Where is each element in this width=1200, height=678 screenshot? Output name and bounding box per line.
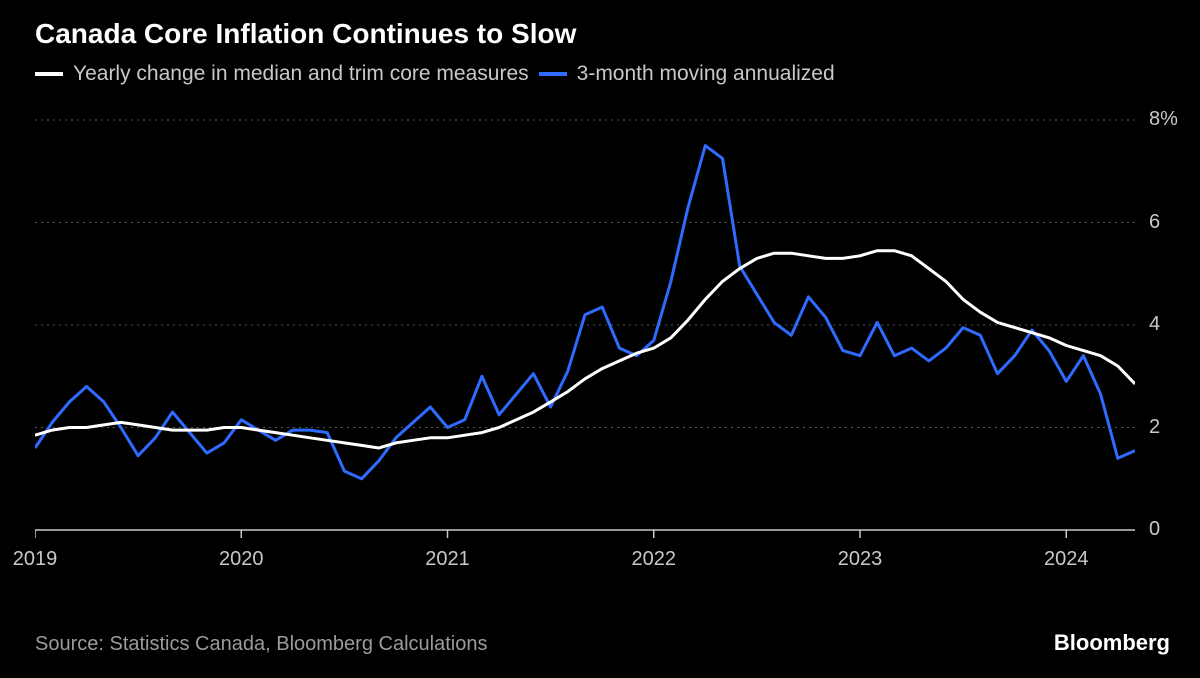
- series-line-yearly: [35, 251, 1135, 448]
- y-tick-label: 2: [1149, 416, 1160, 439]
- legend-swatch-series1: [35, 72, 63, 76]
- legend-swatch-series2: [539, 72, 567, 76]
- y-tick-label: 8%: [1149, 108, 1178, 131]
- chart-title: Canada Core Inflation Continues to Slow: [35, 18, 576, 50]
- x-tick-label: 2022: [632, 548, 677, 571]
- x-tick-label: 2023: [838, 548, 883, 571]
- legend: Yearly change in median and trim core me…: [35, 62, 835, 86]
- legend-label-series1: Yearly change in median and trim core me…: [73, 62, 529, 86]
- y-tick-label: 6: [1149, 211, 1160, 234]
- chart-plot: [35, 110, 1135, 540]
- chart-container: { "title": "Canada Core Inflation Contin…: [0, 0, 1200, 678]
- x-tick-label: 2020: [219, 548, 264, 571]
- x-tick-label: 2024: [1044, 548, 1089, 571]
- y-tick-label: 0: [1149, 518, 1160, 541]
- legend-label-series2: 3-month moving annualized: [577, 62, 835, 86]
- source-text: Source: Statistics Canada, Bloomberg Cal…: [35, 633, 487, 656]
- brand-label: Bloomberg: [1054, 630, 1170, 656]
- y-tick-label: 4: [1149, 313, 1160, 336]
- x-tick-label: 2021: [425, 548, 470, 571]
- x-tick-label: 2019: [13, 548, 58, 571]
